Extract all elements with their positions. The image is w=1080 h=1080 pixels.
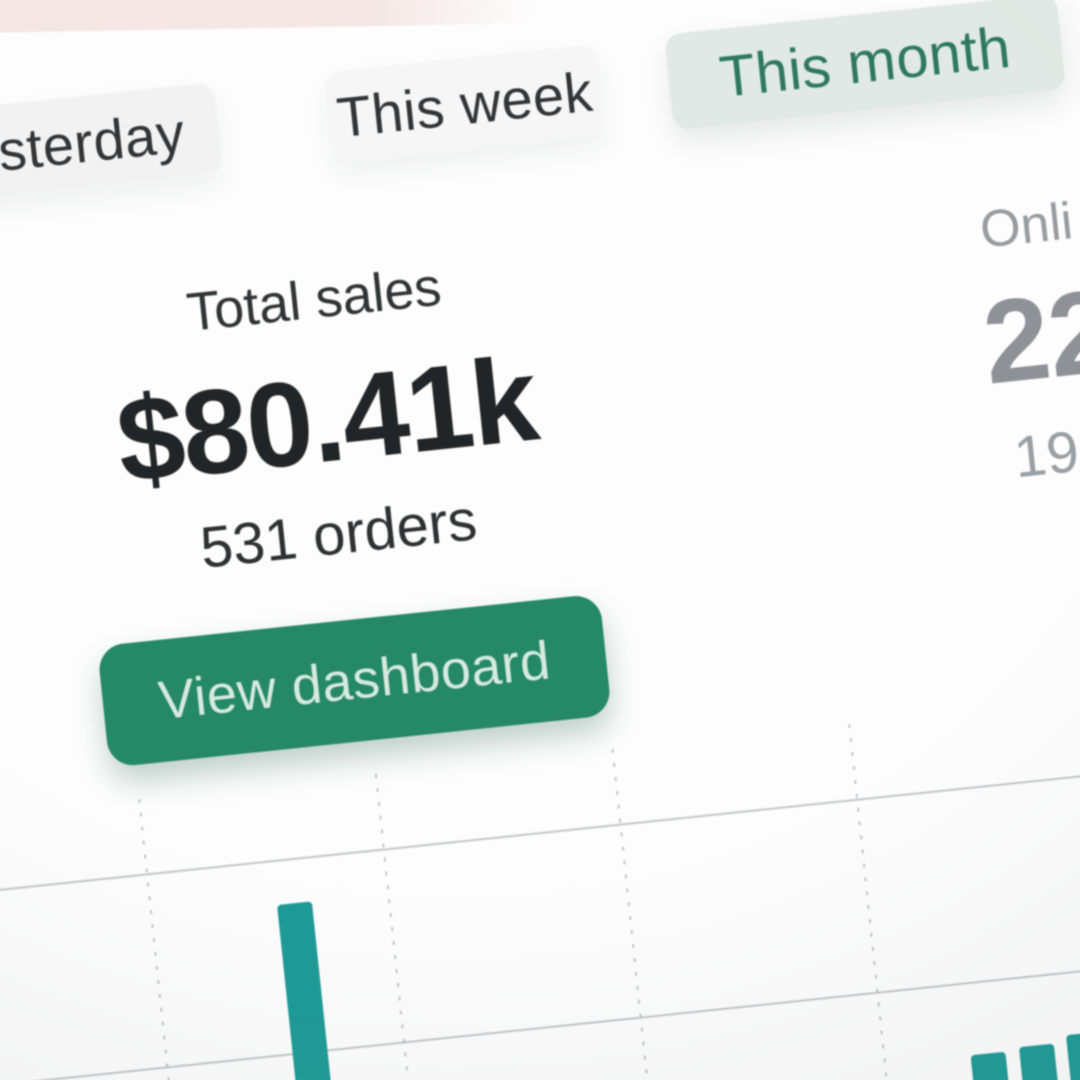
tab-this-month[interactable]: This month xyxy=(664,0,1067,131)
online-sessions-label: Onli xyxy=(977,192,1076,260)
gridline-vertical-dashed xyxy=(374,773,439,1080)
tab-this-month-label: This month xyxy=(716,14,1014,110)
gridline-vertical-dashed xyxy=(611,748,676,1080)
tab-yesterday-label: Yesterday xyxy=(0,100,188,190)
chart-bar xyxy=(1065,1031,1080,1080)
gridline-vertical-dashed xyxy=(848,724,913,1080)
view-dashboard-button[interactable]: View dashboard xyxy=(96,593,612,768)
online-sessions-sub-value: 19. xyxy=(1010,417,1080,491)
tab-yesterday[interactable]: Yesterday xyxy=(0,82,224,208)
gridline-horizontal xyxy=(0,751,1080,909)
online-sessions-value: 22 xyxy=(977,264,1080,410)
view-dashboard-label: View dashboard xyxy=(155,630,554,732)
tab-this-week-label: This week xyxy=(333,59,596,149)
gridline-vertical-dashed xyxy=(138,798,202,1080)
tab-this-week[interactable]: This week xyxy=(323,43,607,165)
